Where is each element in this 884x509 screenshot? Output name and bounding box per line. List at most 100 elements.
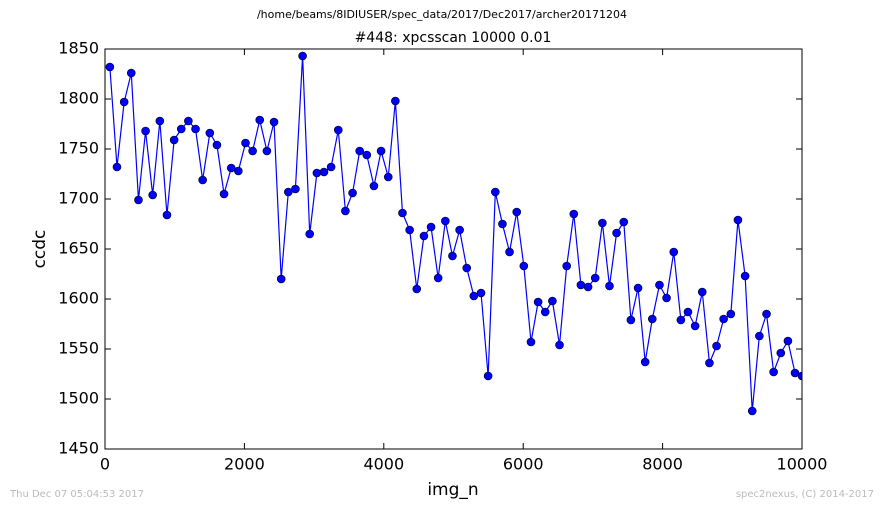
- data-point: [134, 195, 143, 205]
- data-point: [662, 293, 671, 303]
- data-point: [469, 291, 479, 301]
- data-point: [705, 358, 714, 368]
- data-point: [462, 263, 472, 273]
- data-point: [291, 184, 300, 194]
- data-point: [783, 336, 793, 346]
- data-point: [184, 116, 193, 126]
- data-point: [755, 331, 764, 341]
- data-point: [369, 181, 379, 191]
- plot-area: [105, 51, 802, 416]
- data-point: [719, 314, 728, 324]
- data-point: [341, 206, 350, 216]
- data-point: [419, 231, 429, 241]
- chart-title: #448: xpcsscan 10000 0.01: [355, 30, 552, 46]
- x-tick-label: 6000: [503, 455, 544, 474]
- y-tick-label: 1650: [58, 239, 99, 258]
- data-point: [740, 271, 750, 281]
- data-point: [690, 321, 700, 331]
- data-point: [362, 150, 372, 160]
- x-tick-label: 10000: [777, 455, 828, 474]
- data-point: [797, 371, 802, 381]
- data-point: [640, 357, 650, 367]
- data-point: [219, 189, 229, 199]
- y-axis-label: ccdc: [30, 230, 50, 269]
- data-point: [455, 225, 464, 235]
- data-point: [155, 116, 165, 126]
- data-point: [448, 251, 457, 261]
- data-point: [212, 140, 222, 150]
- x-tick-label: 0: [100, 455, 110, 474]
- data-point: [284, 187, 293, 197]
- data-point: [733, 215, 743, 225]
- data-point: [405, 225, 414, 235]
- y-tick-label: 1600: [58, 289, 99, 308]
- x-tick-label: 4000: [363, 455, 404, 474]
- credit: spec2nexus, (C) 2014-2017: [736, 489, 874, 500]
- data-point: [712, 341, 721, 351]
- data-point: [176, 124, 186, 134]
- data-point: [126, 68, 136, 78]
- data-point: [626, 315, 636, 325]
- data-point: [697, 287, 707, 297]
- data-point: [348, 188, 357, 198]
- data-point: [590, 273, 600, 283]
- data-point: [226, 163, 236, 173]
- x-tick-label: 8000: [642, 455, 683, 474]
- data-point: [476, 288, 486, 298]
- data-point: [426, 222, 436, 232]
- data-point: [119, 97, 129, 107]
- data-point: [333, 125, 343, 135]
- data-point: [255, 115, 265, 125]
- data-point: [326, 162, 336, 172]
- data-point: [562, 261, 571, 271]
- data-point: [191, 124, 200, 134]
- series-line: [109, 55, 802, 412]
- data-point: [555, 340, 564, 350]
- data-point: [619, 217, 629, 227]
- data-point: [276, 274, 286, 284]
- y-tick-label: 1800: [58, 89, 99, 108]
- data-point: [112, 162, 122, 172]
- data-point: [433, 273, 443, 283]
- data-point: [605, 281, 614, 291]
- data-point: [676, 315, 686, 325]
- data-point: [726, 309, 736, 319]
- data-point: [519, 261, 529, 271]
- y-tick-label: 1850: [58, 39, 99, 58]
- data-point: [391, 96, 400, 106]
- timestamp: Thu Dec 07 05:04:53 2017: [9, 489, 144, 500]
- data-point: [633, 283, 643, 293]
- data-point: [148, 190, 157, 200]
- data-point: [234, 166, 243, 176]
- data-point: [398, 208, 407, 218]
- data-point: [355, 146, 364, 156]
- data-point: [198, 175, 207, 185]
- data-point: [169, 135, 179, 145]
- data-point: [505, 247, 514, 257]
- data-point: [762, 309, 771, 319]
- data-point: [747, 406, 757, 416]
- data-point: [248, 146, 257, 156]
- suptitle: /home/beams/8IDIUSER/spec_data/2017/Dec2…: [257, 8, 627, 21]
- data-point: [312, 168, 322, 178]
- data-point: [305, 229, 315, 239]
- data-point: [569, 209, 579, 219]
- y-tick-label: 1550: [58, 339, 99, 358]
- data-point: [683, 307, 693, 317]
- data-point: [526, 337, 536, 347]
- data-point: [669, 247, 679, 257]
- data-point: [319, 167, 329, 177]
- y-tick-label: 1450: [58, 439, 99, 458]
- data-point: [576, 280, 586, 290]
- data-point: [205, 128, 215, 138]
- data-point: [612, 228, 621, 238]
- data-point: [647, 314, 657, 324]
- y-tick-label: 1700: [58, 189, 99, 208]
- x-tick-label: 2000: [224, 455, 265, 474]
- x-axis-label: img_n: [427, 480, 478, 500]
- data-point: [548, 296, 557, 306]
- data-point: [241, 138, 250, 148]
- data-point: [441, 216, 450, 226]
- data-point: [298, 51, 307, 61]
